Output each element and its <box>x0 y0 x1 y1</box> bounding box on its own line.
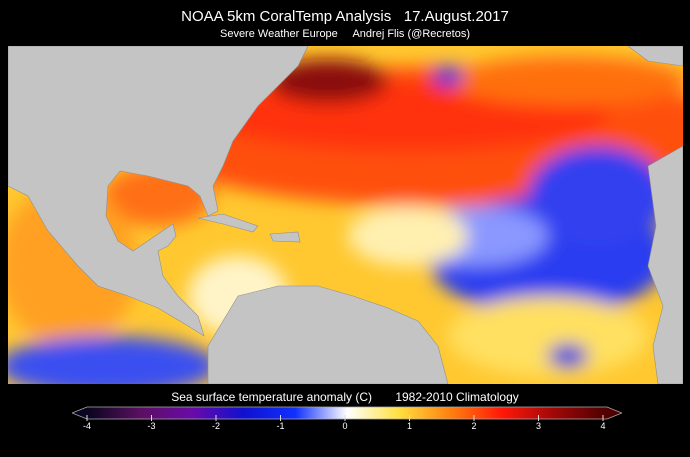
land-masses <box>8 46 683 384</box>
colorbar-tick-label: -4 <box>82 421 92 431</box>
hispaniola <box>269 231 301 243</box>
colorbar-tick-label: -2 <box>211 421 221 431</box>
colorbar <box>72 406 622 421</box>
colorbar-tick-label: 0 <box>342 421 348 431</box>
colorbar-tick-label: 1 <box>406 421 413 431</box>
colorbar-gradient <box>72 406 622 420</box>
colorbar-label: Sea surface temperature anomaly (C) 1982… <box>171 390 519 404</box>
africa <box>647 145 683 384</box>
colorbar-tick-label: 4 <box>600 421 606 431</box>
colorbar-tick-label: 3 <box>535 421 542 431</box>
greenland-edge <box>627 46 683 67</box>
colorbar-tick-label: -1 <box>276 421 285 431</box>
sst-anomaly-map <box>8 46 683 384</box>
anomaly-field <box>8 56 683 384</box>
map-subtitle: Severe Weather Europe Andrej Flis (@Recr… <box>219 28 470 40</box>
north-america <box>8 46 309 337</box>
cuba <box>197 213 259 233</box>
colorbar-tick-label: -3 <box>147 421 156 431</box>
map-title: NOAA 5km CoralTemp Analysis 17.August.20… <box>181 8 509 25</box>
south-america <box>207 285 449 384</box>
colorbar-tick-label: 2 <box>471 421 477 431</box>
